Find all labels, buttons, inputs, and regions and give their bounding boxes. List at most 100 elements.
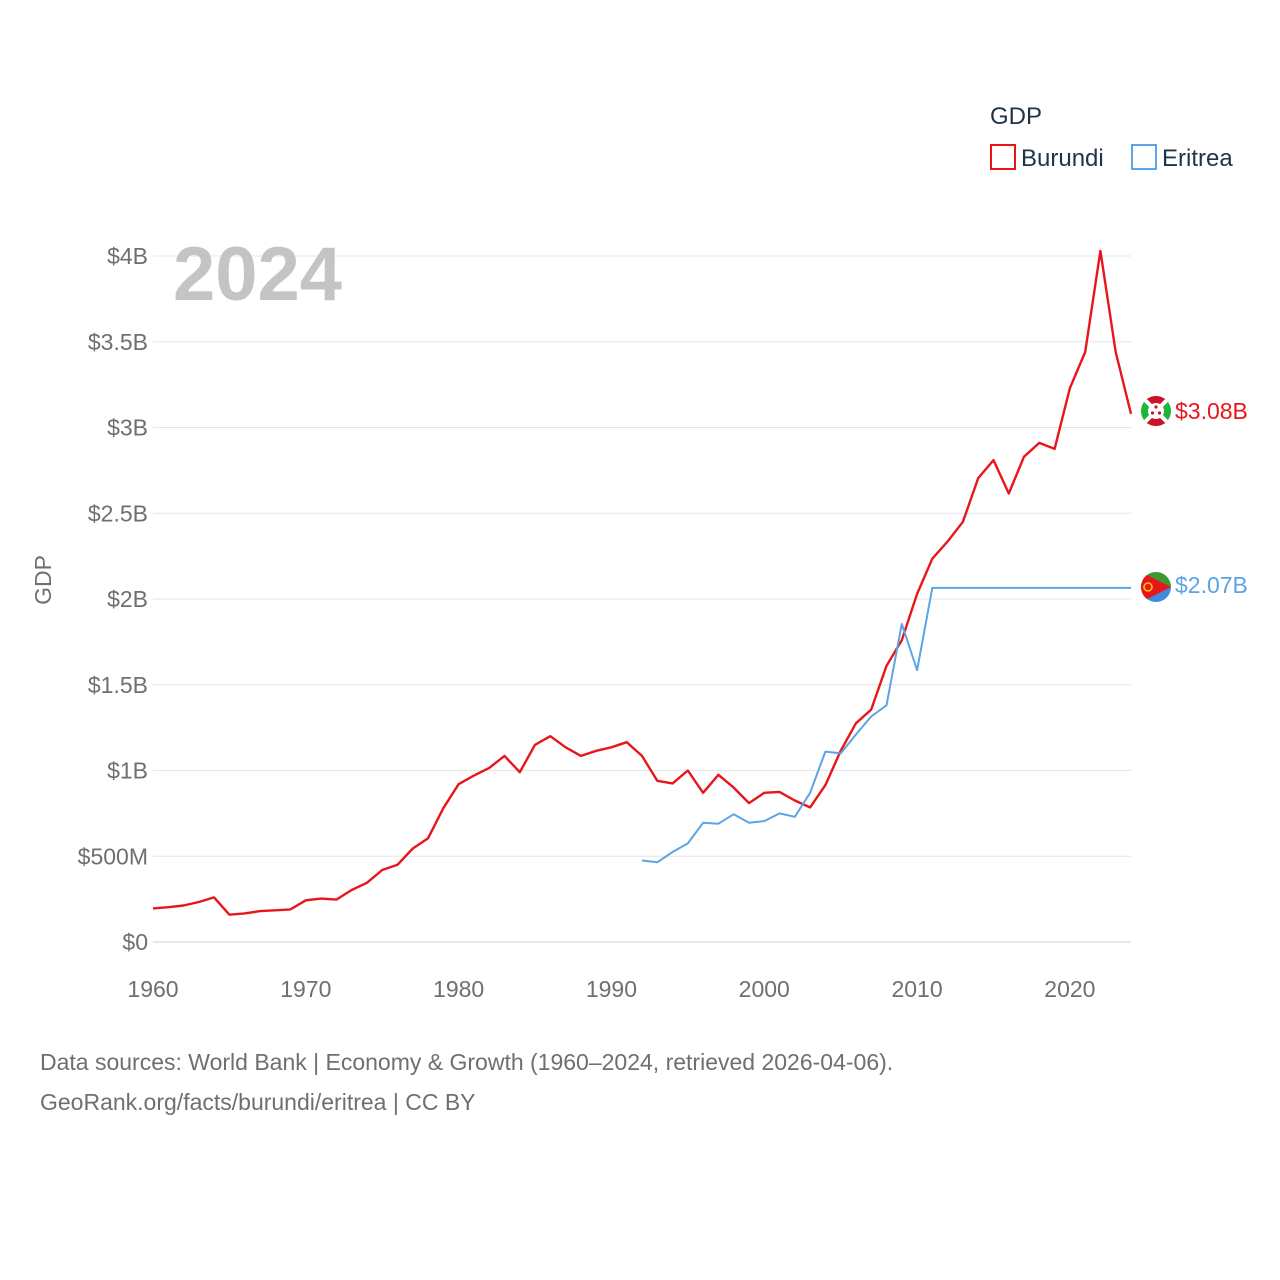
year-label: 2024 <box>173 232 342 317</box>
data-point-eritrea <box>777 810 783 816</box>
data-point-burundi <box>165 904 171 910</box>
data-point-burundi <box>929 556 935 562</box>
data-point-eritrea <box>715 821 721 827</box>
data-point-eritrea <box>929 585 935 591</box>
data-point-burundi <box>1082 349 1088 355</box>
data-point-burundi <box>272 907 278 913</box>
data-point-eritrea <box>1052 585 1058 591</box>
data-point-burundi <box>1097 248 1103 254</box>
data-point-burundi <box>639 753 645 759</box>
data-point-burundi <box>486 765 492 771</box>
data-point-eritrea <box>960 585 966 591</box>
data-point-burundi <box>914 591 920 597</box>
data-point-burundi <box>242 910 248 916</box>
data-point-eritrea <box>1006 585 1012 591</box>
x-tick-label: 2000 <box>739 976 790 1002</box>
x-tick-label: 1990 <box>586 976 637 1002</box>
y-tick-label: $3B <box>107 415 148 441</box>
data-point-burundi <box>226 912 232 918</box>
y-tick-label: $4B <box>107 243 148 269</box>
data-point-burundi <box>532 742 538 748</box>
series-line-eritrea <box>641 586 1131 864</box>
data-point-burundi <box>761 790 767 796</box>
data-point-burundi <box>395 862 401 868</box>
data-point-burundi <box>654 778 660 784</box>
source-line-2[interactable]: GeoRank.org/facts/burundi/eritrea | CC B… <box>40 1089 476 1115</box>
data-point-burundi <box>196 899 202 905</box>
legend-label-eritrea: Eritrea <box>1162 145 1233 172</box>
data-point-burundi <box>1052 446 1058 452</box>
source-note: Data sources: World Bank | Economy & Gro… <box>40 1042 1240 1122</box>
data-point-eritrea <box>1128 585 1134 591</box>
data-point-eritrea <box>654 859 660 865</box>
x-tick-label: 1970 <box>280 976 331 1002</box>
data-point-burundi <box>379 867 385 873</box>
data-point-eritrea <box>639 858 645 864</box>
data-point-eritrea <box>838 750 844 756</box>
data-point-burundi <box>288 906 294 912</box>
data-point-eritrea <box>1113 585 1119 591</box>
data-point-eritrea <box>761 818 767 824</box>
gridlines <box>153 255 1131 943</box>
data-point-burundi <box>318 896 324 902</box>
data-point-burundi <box>303 897 309 903</box>
data-point-eritrea <box>853 731 859 737</box>
y-tick-label: $2B <box>107 586 148 612</box>
data-point-burundi <box>501 753 507 759</box>
data-point-burundi <box>349 887 355 893</box>
data-point-burundi <box>624 739 630 745</box>
legend-swatch-burundi <box>990 144 1016 170</box>
data-point-eritrea <box>822 749 828 755</box>
legend-title: GDP <box>990 103 1042 130</box>
y-tick-label: $0 <box>122 929 148 955</box>
data-point-burundi <box>456 781 462 787</box>
data-point-burundi <box>517 769 523 775</box>
data-point-burundi <box>593 748 599 754</box>
source-line-1: Data sources: World Bank | Economy & Gro… <box>40 1049 894 1075</box>
data-point-eritrea <box>1082 585 1088 591</box>
data-point-burundi <box>792 798 798 804</box>
burundi-flag-icon <box>1141 396 1171 426</box>
data-point-eritrea <box>868 713 874 719</box>
data-point-burundi <box>181 902 187 908</box>
data-point-burundi <box>150 905 156 911</box>
data-point-burundi <box>884 663 890 669</box>
end-marker-burundi: $3.08B <box>1141 396 1248 426</box>
data-point-burundi <box>563 744 569 750</box>
data-point-burundi <box>853 720 859 726</box>
y-axis-label: GDP <box>30 555 56 605</box>
data-point-burundi <box>945 539 951 545</box>
end-value-burundi: $3.08B <box>1175 398 1248 424</box>
series-lines <box>150 248 1134 918</box>
legend-item-burundi[interactable]: Burundi <box>990 144 1104 172</box>
data-point-burundi <box>685 768 691 774</box>
data-point-eritrea <box>884 702 890 708</box>
data-point-eritrea <box>746 820 752 826</box>
data-point-eritrea <box>1036 585 1042 591</box>
data-point-eritrea <box>899 621 905 627</box>
data-point-eritrea <box>990 585 996 591</box>
data-point-eritrea <box>670 849 676 855</box>
y-axis-ticks: $0 $500M $1B $1.5B $2B $2.5B $3B $3.5B $4B <box>78 243 148 955</box>
data-point-burundi <box>1113 349 1119 355</box>
data-point-burundi <box>868 707 874 713</box>
data-point-burundi <box>440 805 446 811</box>
data-point-burundi <box>547 733 553 739</box>
end-marker-eritrea: $2.07B <box>1141 572 1248 602</box>
data-point-burundi <box>1128 411 1134 417</box>
data-point-burundi <box>960 519 966 525</box>
data-point-burundi <box>578 753 584 759</box>
data-point-burundi <box>471 773 477 779</box>
legend-label-burundi: Burundi <box>1021 145 1104 172</box>
data-point-burundi <box>257 908 263 914</box>
x-tick-label: 1980 <box>433 976 484 1002</box>
x-axis-ticks: 1960 1970 1980 1990 2000 2010 2020 <box>127 976 1095 1002</box>
data-point-eritrea <box>1021 585 1027 591</box>
data-point-burundi <box>975 475 981 481</box>
legend-item-eritrea[interactable]: Eritrea <box>1131 144 1233 172</box>
data-point-burundi <box>1006 491 1012 497</box>
data-point-eritrea <box>685 840 691 846</box>
data-point-eritrea <box>1067 585 1073 591</box>
data-point-burundi <box>410 846 416 852</box>
data-point-burundi <box>777 789 783 795</box>
